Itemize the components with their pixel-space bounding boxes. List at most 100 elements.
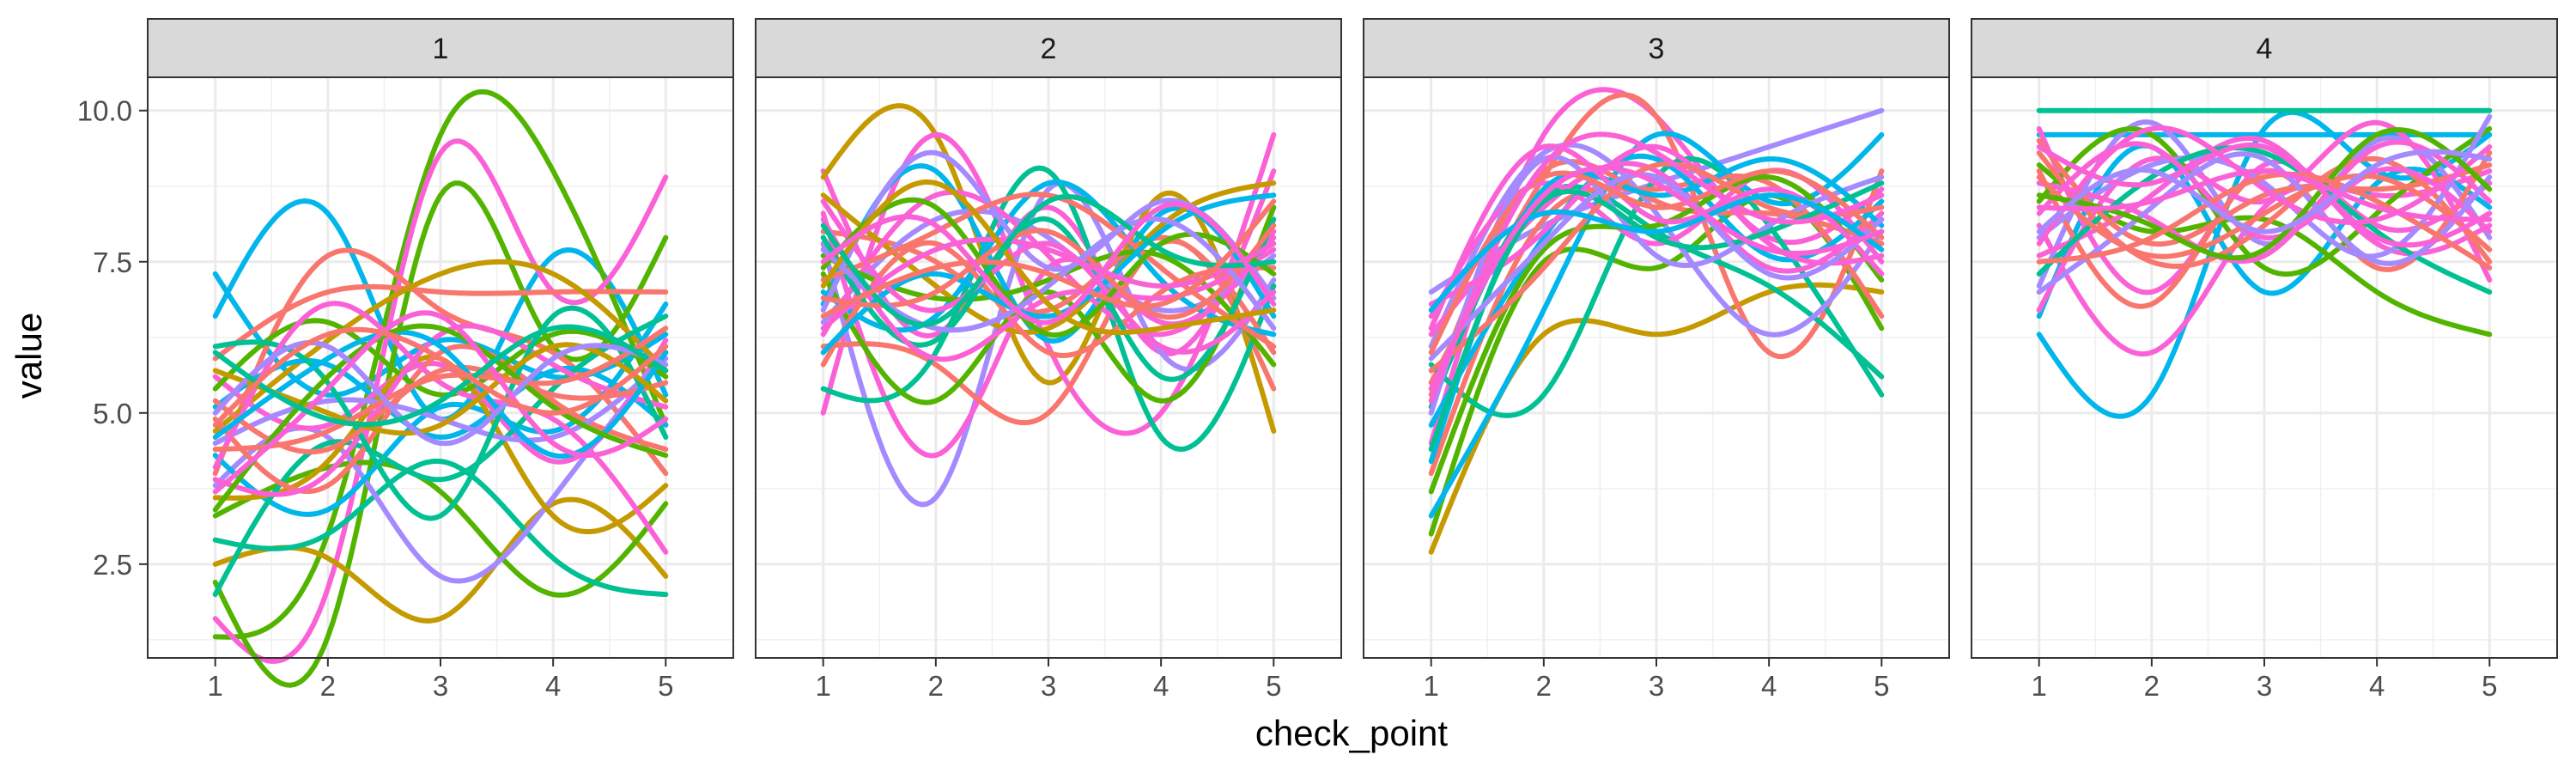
x-tick-label: 1 [2032, 670, 2047, 702]
series-line [212, 460, 669, 598]
y-tick-label: 5.0 [93, 398, 132, 429]
series-line [2036, 173, 2493, 259]
series-line [2036, 142, 2493, 248]
series-line [212, 318, 669, 398]
series-line [212, 364, 669, 455]
series-line [820, 216, 1277, 333]
series-line [212, 329, 669, 460]
y-tick-label: 7.5 [93, 247, 132, 278]
x-tick-label: 4 [1761, 670, 1777, 702]
x-tick-label: 5 [1266, 670, 1281, 702]
series-line [820, 201, 1277, 326]
series-line [820, 197, 1277, 338]
x-tick-label: 1 [816, 670, 831, 702]
facet-strip [147, 18, 734, 78]
series-line [820, 198, 1277, 355]
series-line [1428, 180, 1885, 453]
facet-panel-1: 1 1 2 3 4 5 2.5 5.0 7.5 10.0 [77, 18, 734, 702]
facet-strip [755, 18, 1342, 78]
x-tick-label: 4 [2369, 670, 2385, 702]
series-line [212, 340, 669, 447]
series-line [1428, 143, 1885, 307]
facet-strip-label: 2 [1041, 33, 1057, 65]
series-line [1428, 165, 1885, 392]
series-line [212, 180, 669, 688]
series-line [820, 179, 1277, 336]
x-tick-label: 1 [208, 670, 223, 702]
series-line [820, 216, 1277, 382]
facet-panel-2: 2 1 2 3 4 5 [755, 18, 1342, 702]
series-line [820, 198, 1277, 320]
series-line [1428, 142, 1885, 350]
x-tick-label: 2 [928, 670, 944, 702]
series-line [212, 324, 669, 428]
series-line [212, 88, 669, 640]
facet-strip [1971, 18, 2558, 78]
facet-strip-label: 3 [1649, 33, 1665, 65]
facet-panel-4: 4 1 2 3 4 5 [1971, 18, 2558, 702]
series-line [212, 305, 669, 521]
y-tick-label: 10.0 [77, 95, 132, 127]
x-tick-label: 2 [1536, 670, 1552, 702]
y-axis-title: value [9, 313, 49, 399]
series-line [212, 326, 669, 453]
series-line [820, 204, 1277, 405]
series-line [820, 193, 1277, 328]
series-line [2036, 168, 2493, 222]
series-line [2036, 143, 2493, 320]
series-line [2036, 137, 2493, 247]
series-line [820, 222, 1277, 320]
x-tick-label: 5 [658, 670, 673, 702]
series-line [212, 301, 669, 517]
series-line [212, 310, 669, 495]
series-line [1428, 131, 1885, 519]
x-tick-label: 3 [433, 670, 448, 702]
series-line [212, 326, 669, 428]
series-line [820, 103, 1277, 434]
facet-panels: 1 1 2 3 4 5 2.5 5.0 7.5 10.0 2 1 2 3 4 5 3 1 2 3 4 5 4 1 2 3 4 5 [77, 18, 2558, 702]
series-line [2036, 125, 2493, 277]
series-line [820, 189, 1277, 338]
x-tick-label: 3 [2257, 670, 2272, 702]
x-axis-title: check_point [1255, 713, 1448, 753]
series-line [820, 216, 1277, 362]
series-line [2036, 127, 2493, 261]
series-line [1428, 131, 1885, 404]
x-tick-label: 1 [1424, 670, 1439, 702]
x-tick-label: 2 [2144, 670, 2160, 702]
x-tick-label: 2 [320, 670, 336, 702]
series-line [1428, 168, 1885, 356]
series-line [820, 240, 1277, 368]
facet-panel-3: 3 1 2 3 4 5 [1363, 18, 1950, 702]
series-line [820, 165, 1277, 452]
x-tick-label: 3 [1041, 670, 1056, 702]
series-line [212, 356, 669, 446]
x-tick-label: 3 [1649, 670, 1664, 702]
series-line [2036, 149, 2493, 234]
series-line [212, 313, 669, 598]
series-line [212, 301, 669, 555]
x-tick-label: 5 [1874, 670, 1889, 702]
x-tick-label: 4 [1153, 670, 1169, 702]
series-line [212, 259, 669, 434]
series-line [212, 283, 669, 362]
series-line [820, 192, 1277, 350]
series-line [1428, 172, 1885, 362]
series-line [212, 458, 669, 598]
series-line [212, 342, 669, 436]
series-line [2036, 151, 2493, 295]
series-line [1428, 153, 1885, 428]
facet-strip [1363, 18, 1950, 78]
series-line [212, 323, 669, 513]
series-line [1428, 192, 1885, 313]
facet-strip-label: 4 [2257, 33, 2273, 65]
x-tick-label: 4 [545, 670, 561, 702]
series-line [2036, 125, 2493, 247]
series-line [212, 323, 669, 497]
x-tick-label: 5 [2482, 670, 2497, 702]
y-tick-label: 2.5 [93, 549, 132, 581]
facet-strip-label: 1 [433, 33, 449, 65]
series-line [2036, 171, 2493, 271]
series-line [1428, 154, 1885, 416]
